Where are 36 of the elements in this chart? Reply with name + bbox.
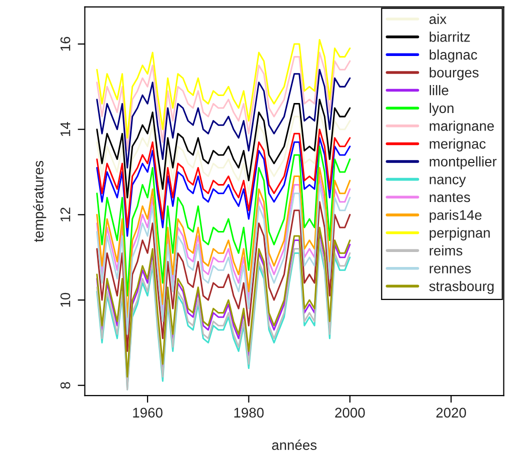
legend-label: rennes bbox=[430, 266, 471, 274]
line-series bbox=[96, 52, 351, 152]
line-series bbox=[96, 128, 351, 228]
legend-label: montpellier bbox=[430, 156, 497, 170]
y-axis-title: températures bbox=[33, 160, 46, 242]
line-series bbox=[96, 201, 351, 352]
legend-label: merignac bbox=[430, 138, 486, 152]
x-tick-label: 2020 bbox=[436, 408, 466, 418]
y-tick-label: 16 bbox=[60, 36, 70, 51]
legend-label: lille bbox=[430, 85, 448, 96]
legend-label: marignane bbox=[430, 120, 494, 134]
legend-label: biarritz bbox=[430, 32, 470, 42]
line-series bbox=[96, 98, 351, 198]
legend-label: lyon bbox=[430, 102, 454, 116]
y-tick-label: 10 bbox=[60, 292, 70, 307]
legend-label: strasbourg bbox=[429, 280, 494, 294]
y-tick-label: 14 bbox=[60, 122, 70, 136]
legend-label: bourges bbox=[430, 67, 479, 80]
line-series bbox=[96, 68, 351, 169]
legend-label: reims bbox=[430, 245, 462, 256]
legend-label: perpignan bbox=[430, 228, 490, 240]
x-tick-label: 1960 bbox=[133, 408, 162, 418]
line-series bbox=[96, 137, 351, 237]
legend-label: nancy bbox=[430, 176, 466, 188]
y-tick-label: 12 bbox=[60, 208, 70, 222]
y-tick-label: 8 bbox=[60, 382, 70, 389]
legend-label: paris14e bbox=[430, 210, 482, 223]
line-series bbox=[96, 112, 351, 212]
x-axis-title: années bbox=[272, 440, 317, 450]
legend-label: blagnac bbox=[430, 49, 478, 62]
line-series bbox=[96, 146, 351, 297]
legend-label: aix bbox=[429, 14, 446, 24]
legend-label: nantes bbox=[430, 193, 470, 202]
line-series bbox=[96, 38, 351, 139]
x-tick-label: 2000 bbox=[335, 408, 365, 418]
x-tick-label: 1980 bbox=[234, 408, 264, 418]
